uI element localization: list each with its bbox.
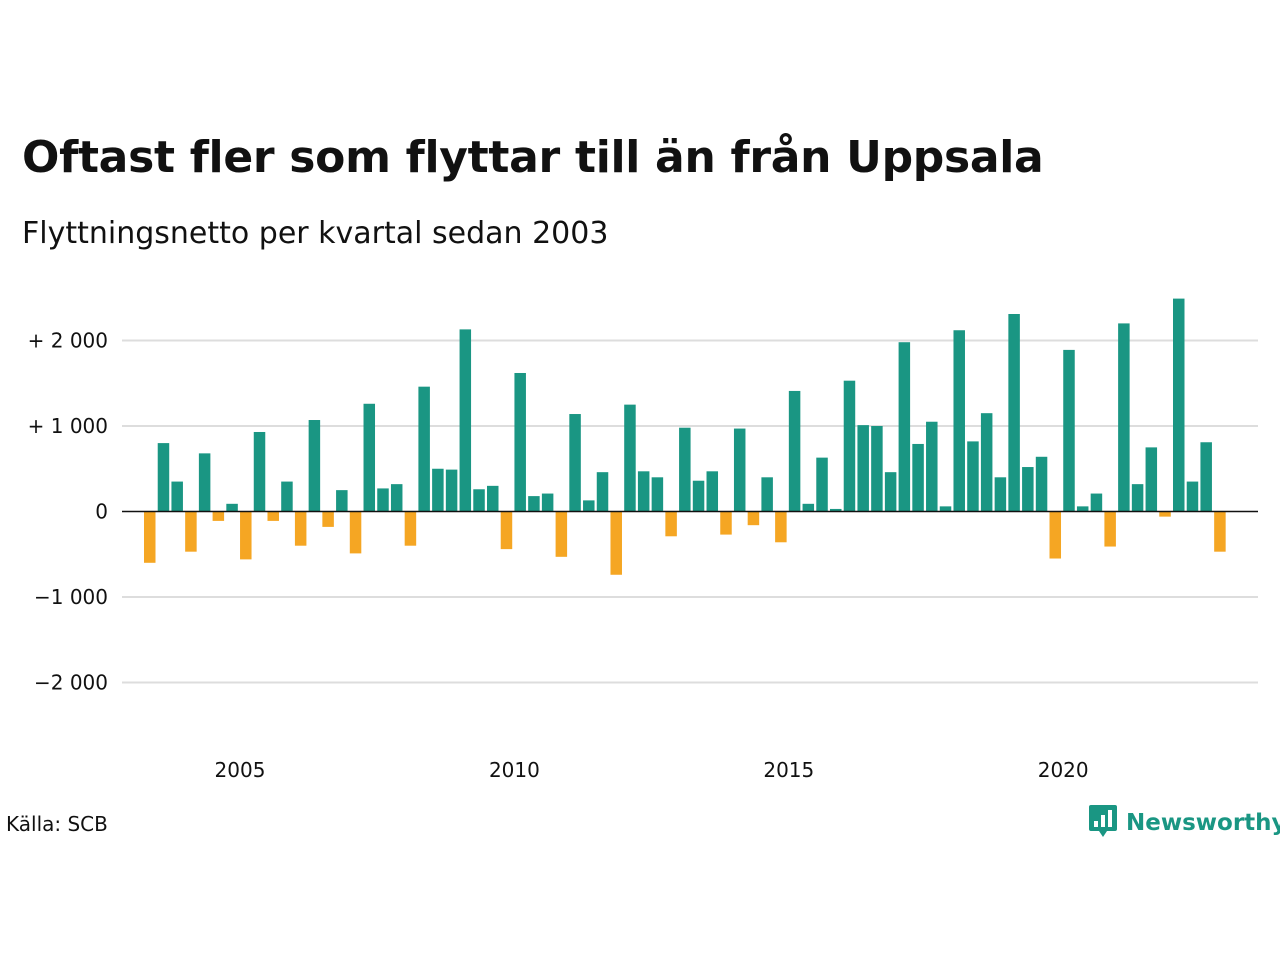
bar-positive (1063, 349, 1075, 512)
bar-positive (363, 403, 376, 512)
bar-negative (322, 511, 334, 527)
chart-subtitle: Flyttningsnetto per kvartal sedan 2003 (22, 216, 609, 251)
bar-positive (679, 427, 691, 512)
x-axis-ticks: 2005 2010 2015 2020 (215, 758, 1089, 782)
bar-positive (432, 468, 444, 512)
bar-positive (761, 477, 773, 512)
bar-positive (1035, 456, 1048, 512)
bar-positive (473, 489, 485, 512)
bar-negative (500, 511, 513, 550)
bar-positive (445, 469, 458, 512)
bar-positive (253, 431, 266, 512)
bar-negative (267, 511, 279, 521)
x-tick-label: 2015 (763, 758, 814, 782)
bar-positive (802, 503, 815, 512)
bar-positive (336, 490, 348, 512)
bar-positive (459, 329, 472, 512)
bar-positive (390, 484, 403, 512)
bar-negative (775, 511, 787, 543)
bar-negative (185, 511, 197, 552)
bar-negative (404, 511, 417, 546)
bar-negative (212, 511, 225, 521)
bar-positive (569, 414, 581, 512)
bar-positive (871, 426, 883, 512)
newsworthy-logo[interactable]: Newsworthy (1088, 804, 1280, 842)
bar-positive (1118, 323, 1130, 512)
y-tick-label: 0 (95, 500, 108, 524)
bar-positive (912, 443, 924, 512)
speech-bubble-bar-chart-icon (1088, 804, 1118, 842)
bar-positive (377, 488, 389, 512)
bar-positive (418, 386, 430, 512)
bar-negative (747, 511, 760, 526)
bar-negative (610, 511, 622, 575)
bar-positive (733, 428, 746, 512)
bar-positive (487, 485, 499, 512)
bar-positive (980, 413, 993, 512)
bar-negative (665, 511, 677, 537)
bar-positive (692, 480, 705, 512)
bar-positive (830, 508, 842, 512)
bar-positive (308, 420, 321, 512)
bar-positive (637, 471, 650, 512)
bars (144, 298, 1226, 575)
bar-positive (816, 457, 828, 512)
bar-positive (528, 496, 540, 512)
bar-positive (926, 421, 938, 512)
bar-negative (349, 511, 362, 554)
bar-positive (857, 425, 869, 512)
bar-negative (144, 511, 156, 563)
bar-negative (1049, 511, 1062, 559)
x-tick-label: 2020 (1038, 758, 1089, 782)
y-axis-ticks: + 2 000 + 1 000 0 −1 000 −2 000 (28, 329, 108, 695)
bar-positive (651, 477, 664, 512)
bar-positive (514, 372, 526, 512)
source-label: Källa: SCB (6, 812, 108, 836)
bar-positive (706, 471, 719, 512)
bar-positive (967, 441, 979, 512)
bar-positive (171, 481, 183, 512)
bar-positive (884, 472, 897, 512)
bar-positive (1131, 484, 1144, 512)
bar-positive (939, 506, 952, 512)
bar-negative (1159, 511, 1171, 517)
x-tick-label: 2010 (489, 758, 540, 782)
bar-positive (226, 503, 238, 512)
bar-positive (1145, 447, 1158, 512)
bar-positive (1008, 314, 1020, 512)
bar-positive (583, 500, 595, 512)
y-tick-label: −2 000 (34, 671, 108, 695)
bar-positive (1022, 467, 1034, 512)
bar-positive (898, 342, 911, 512)
bar-positive (843, 380, 856, 512)
bar-negative (240, 511, 252, 560)
bar-positive (281, 481, 293, 512)
bar-positive (157, 443, 170, 512)
y-tick-label: + 1 000 (28, 414, 108, 438)
bar-negative (720, 511, 732, 535)
bar-positive (1090, 493, 1103, 512)
brand-name: Newsworthy (1126, 810, 1280, 836)
bar-positive (1186, 481, 1199, 512)
bar-positive (953, 330, 965, 512)
bar-positive (788, 390, 801, 512)
bar-positive (198, 453, 211, 512)
bar-positive (1173, 298, 1185, 512)
y-tick-label: + 2 000 (28, 329, 108, 353)
bar-positive (541, 493, 554, 512)
x-tick-label: 2005 (215, 758, 266, 782)
bar-positive (1200, 442, 1212, 512)
chart-title: Oftast fler som flyttar till än från Upp… (22, 132, 1044, 183)
bar-negative (1214, 511, 1226, 552)
bar-positive (994, 477, 1007, 512)
bar-negative (555, 511, 568, 557)
bar-positive (596, 472, 609, 512)
bar-negative (1104, 511, 1116, 547)
bar-positive (624, 404, 636, 512)
bar-positive (1076, 506, 1089, 512)
bar-negative (294, 511, 307, 546)
y-tick-label: −1 000 (34, 585, 108, 609)
